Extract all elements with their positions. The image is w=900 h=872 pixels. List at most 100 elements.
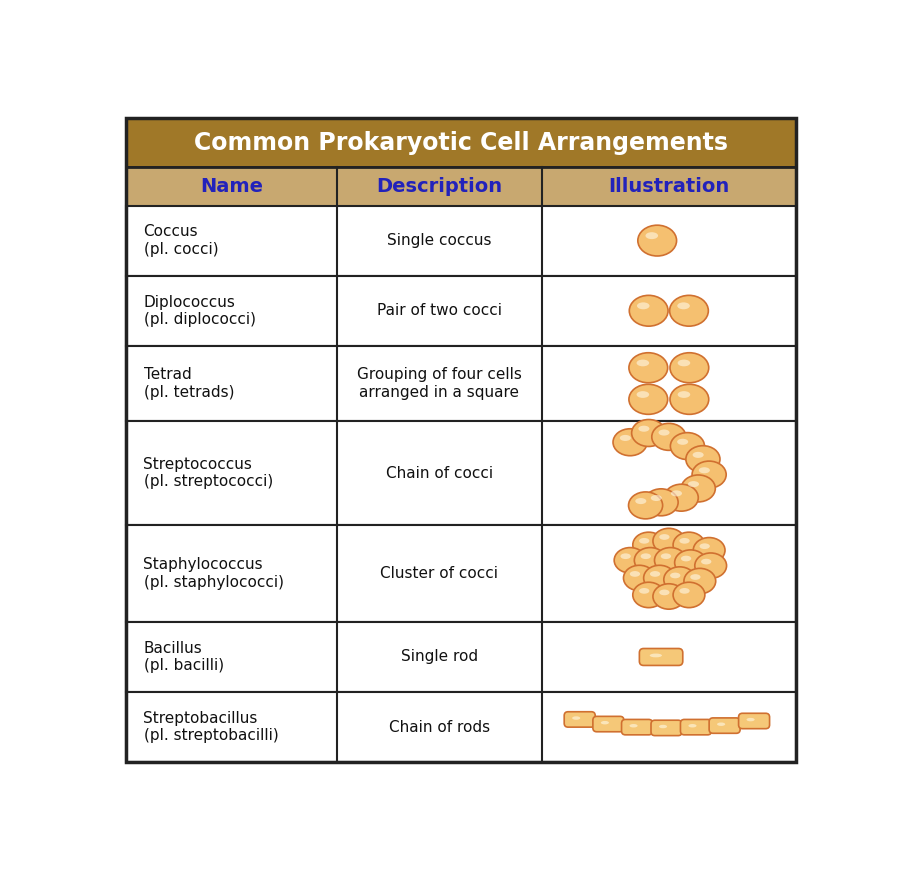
Ellipse shape xyxy=(673,582,705,608)
Bar xyxy=(126,206,796,276)
Ellipse shape xyxy=(686,446,720,473)
Ellipse shape xyxy=(675,550,706,576)
Text: Streptobacillus
(pl. streptobacilli): Streptobacillus (pl. streptobacilli) xyxy=(143,711,278,743)
Ellipse shape xyxy=(635,498,646,504)
Ellipse shape xyxy=(639,588,650,594)
Ellipse shape xyxy=(629,724,637,727)
Ellipse shape xyxy=(629,353,668,383)
FancyBboxPatch shape xyxy=(639,649,683,665)
Ellipse shape xyxy=(636,359,649,366)
Ellipse shape xyxy=(650,571,661,576)
FancyBboxPatch shape xyxy=(709,718,740,733)
Text: Single coccus: Single coccus xyxy=(387,233,491,249)
Text: Name: Name xyxy=(201,177,264,195)
Text: Single rod: Single rod xyxy=(400,650,478,664)
Bar xyxy=(126,346,796,421)
FancyBboxPatch shape xyxy=(651,720,682,736)
Ellipse shape xyxy=(652,528,685,554)
Ellipse shape xyxy=(681,475,716,502)
Ellipse shape xyxy=(698,467,710,473)
FancyBboxPatch shape xyxy=(593,717,624,732)
Ellipse shape xyxy=(630,571,640,576)
Ellipse shape xyxy=(681,555,691,562)
Text: Bacillus
(pl. bacilli): Bacillus (pl. bacilli) xyxy=(143,641,223,673)
FancyBboxPatch shape xyxy=(739,713,770,729)
Ellipse shape xyxy=(670,433,705,460)
Text: Common Prokaryotic Cell Arrangements: Common Prokaryotic Cell Arrangements xyxy=(194,131,728,154)
Ellipse shape xyxy=(641,554,651,559)
Text: Coccus
(pl. cocci): Coccus (pl. cocci) xyxy=(143,224,218,256)
Ellipse shape xyxy=(650,653,662,657)
Ellipse shape xyxy=(693,537,725,563)
FancyBboxPatch shape xyxy=(622,719,652,735)
Text: Tetrad
(pl. tetrads): Tetrad (pl. tetrads) xyxy=(143,367,234,399)
Ellipse shape xyxy=(684,569,716,594)
Text: Chain of cocci: Chain of cocci xyxy=(386,466,493,480)
Ellipse shape xyxy=(690,574,700,580)
Ellipse shape xyxy=(670,353,708,383)
Ellipse shape xyxy=(636,392,649,398)
Ellipse shape xyxy=(638,426,650,432)
Ellipse shape xyxy=(652,424,686,450)
Ellipse shape xyxy=(620,554,631,559)
Ellipse shape xyxy=(673,532,705,557)
Ellipse shape xyxy=(695,553,726,578)
Ellipse shape xyxy=(746,718,755,721)
Ellipse shape xyxy=(629,385,668,414)
Ellipse shape xyxy=(699,543,710,549)
Ellipse shape xyxy=(644,565,675,590)
Ellipse shape xyxy=(678,392,690,398)
Ellipse shape xyxy=(633,532,664,557)
Ellipse shape xyxy=(692,461,726,488)
Text: Cluster of cocci: Cluster of cocci xyxy=(381,566,499,581)
Bar xyxy=(126,276,796,346)
Ellipse shape xyxy=(680,538,689,543)
Ellipse shape xyxy=(717,723,725,726)
Bar xyxy=(126,167,796,206)
Ellipse shape xyxy=(659,725,667,728)
Ellipse shape xyxy=(645,232,658,239)
Text: Diplococcus
(pl. diplococci): Diplococcus (pl. diplococci) xyxy=(143,295,256,327)
Text: Chain of rods: Chain of rods xyxy=(389,719,491,734)
Ellipse shape xyxy=(670,385,708,414)
Ellipse shape xyxy=(659,589,670,596)
Text: Pair of two cocci: Pair of two cocci xyxy=(377,303,502,318)
Ellipse shape xyxy=(644,489,678,515)
Ellipse shape xyxy=(632,419,666,446)
Ellipse shape xyxy=(670,296,708,326)
Bar xyxy=(126,421,796,525)
Ellipse shape xyxy=(664,567,696,592)
Ellipse shape xyxy=(659,535,670,540)
Ellipse shape xyxy=(688,724,697,727)
Ellipse shape xyxy=(651,495,661,501)
Text: Grouping of four cells
arranged in a square: Grouping of four cells arranged in a squ… xyxy=(357,367,522,399)
Ellipse shape xyxy=(572,716,580,719)
Ellipse shape xyxy=(693,452,704,458)
Bar xyxy=(126,525,796,622)
Ellipse shape xyxy=(637,303,650,310)
Bar xyxy=(126,119,796,167)
Bar xyxy=(126,622,796,692)
Ellipse shape xyxy=(701,559,711,564)
Ellipse shape xyxy=(639,538,650,543)
Ellipse shape xyxy=(670,490,682,496)
Ellipse shape xyxy=(659,430,670,436)
Ellipse shape xyxy=(688,481,699,487)
Ellipse shape xyxy=(678,303,689,310)
Ellipse shape xyxy=(620,435,631,441)
Bar xyxy=(126,692,796,762)
Ellipse shape xyxy=(654,548,687,573)
Ellipse shape xyxy=(613,429,647,456)
Ellipse shape xyxy=(664,484,698,511)
Text: Description: Description xyxy=(376,177,502,195)
Text: Illustration: Illustration xyxy=(608,177,730,195)
Ellipse shape xyxy=(628,492,662,519)
Ellipse shape xyxy=(601,721,609,725)
Ellipse shape xyxy=(661,554,671,559)
FancyBboxPatch shape xyxy=(564,712,595,727)
Text: Staphylococcus
(pl. staphylococci): Staphylococcus (pl. staphylococci) xyxy=(143,557,284,589)
FancyBboxPatch shape xyxy=(680,719,712,735)
Ellipse shape xyxy=(633,582,664,608)
Ellipse shape xyxy=(638,225,677,256)
Ellipse shape xyxy=(680,588,689,594)
